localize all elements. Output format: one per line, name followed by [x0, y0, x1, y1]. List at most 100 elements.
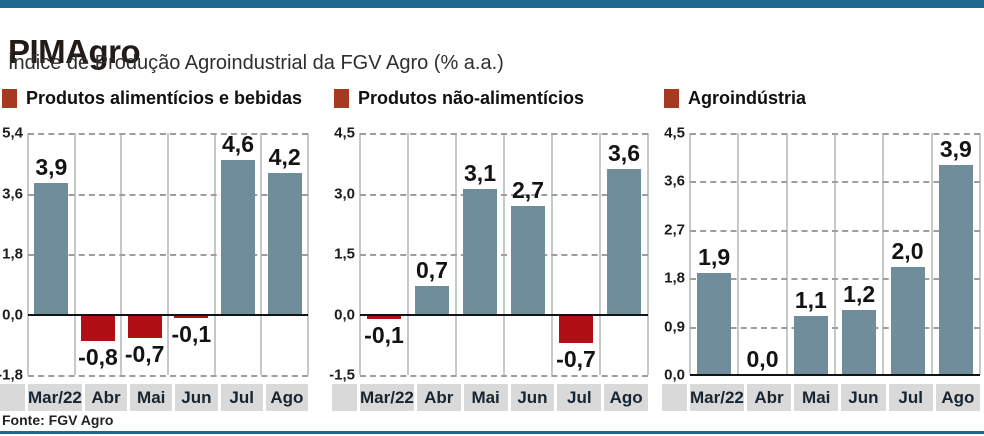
y-axis: 4,5 3,6 2,7 1,8 0,9 0,0: [662, 125, 690, 384]
gridline: [690, 326, 980, 329]
y-tick-label: 1,8: [664, 269, 685, 287]
value-label: -0,1: [364, 321, 404, 348]
value-label: 4,6: [222, 130, 254, 157]
gridline: [690, 181, 980, 184]
y-axis: 5,4 3,6 1,8 0,0 -1,8: [0, 125, 28, 384]
legend-label: Agroindústria: [688, 87, 807, 108]
gridline: [690, 229, 980, 232]
x-label-ago: Ago: [265, 384, 308, 411]
column-separator: [689, 133, 691, 375]
column-separator: [737, 133, 740, 375]
gridline: [28, 193, 308, 196]
y-tick-label: 4,5: [334, 124, 355, 142]
chart-body: 4,5 3,0 1,5 0,0 -1,5 -0,1 0,7 3,1 2,7 -0,7 3,6: [329, 125, 649, 384]
x-label-mar/22: Mar/22: [690, 384, 744, 411]
gridline: [360, 193, 648, 196]
bar-mar/22: [34, 183, 69, 315]
value-label: 3,6: [608, 140, 640, 167]
legend-marker-icon: [664, 88, 679, 108]
page-title: PIMAgro: [8, 33, 141, 71]
x-label-abr: Abr: [746, 384, 792, 411]
y-tick-label: 1,5: [334, 245, 355, 263]
y-tick-label: 3,0: [334, 185, 355, 202]
x-label-jun: Jun: [510, 384, 555, 411]
bar-ago: [938, 165, 973, 375]
gridline: [28, 133, 308, 135]
column-separator: [647, 133, 649, 375]
bar-jun: [511, 205, 545, 315]
plot-area: 1,9 0,0 1,1 1,2 2,0 3,9: [689, 133, 981, 376]
y-tick-label: 5,4: [2, 124, 23, 142]
bar-mar/22: [366, 314, 401, 319]
gridline: [360, 133, 648, 135]
x-axis-labels: Mar/22 Abr Mai Jun Jul Ago: [662, 384, 980, 411]
chart-body: 4,5 3,6 2,7 1,8 0,9 0,0 1,9 0,0 1,1 1,2 2,0 3,9: [662, 125, 981, 384]
chart-produtos-alimenticios-e-bebidas: Produtos alimentícios e bebidas 5,4 3,6 1,…: [0, 88, 332, 411]
value-label: 0,0: [746, 346, 779, 372]
value-label: -0,7: [556, 345, 596, 372]
x-label-mar/22: Mar/22: [28, 384, 82, 411]
column-separator: [882, 133, 885, 375]
bar-ago: [267, 173, 302, 315]
gridline: [690, 133, 980, 135]
column-separator: [834, 133, 836, 375]
value-label: 4,2: [268, 144, 301, 171]
value-label: 3,1: [464, 160, 496, 187]
y-tick-label: 0,0: [2, 306, 23, 323]
y-tick-label: 0,9: [664, 318, 685, 336]
bar-jul: [890, 267, 925, 375]
x-label-mai: Mai: [130, 384, 173, 411]
value-label: -0,8: [78, 344, 118, 371]
value-label: -0,7: [124, 341, 165, 368]
legend-label: Produtos alimentícios e bebidas: [26, 87, 303, 108]
bar-jun: [842, 310, 877, 375]
chart-agroindustria: Agroindústria 4,5 3,6 2,7 1,8 0,9 0,0 1,9 0,0 1…: [662, 88, 984, 411]
column-separator: [930, 133, 933, 375]
x-label-mai: Mai: [463, 384, 508, 411]
value-label: -0,1: [171, 320, 212, 347]
bar-ago: [607, 169, 641, 315]
legend-marker-icon: [334, 88, 349, 108]
top-accent-bar: [0, 0, 984, 8]
column-separator: [785, 133, 788, 375]
x-axis-labels: Mar/22 Abr Mai Jun Jul Ago: [332, 384, 649, 411]
legend: Agroindústria: [662, 88, 980, 108]
x-label-mar/22: Mar/22: [360, 384, 414, 411]
value-label: 3,9: [939, 136, 972, 163]
charts-row: Produtos alimentícios e bebidas 5,4 3,6 1,…: [0, 88, 984, 411]
y-tick-label: 0,0: [664, 366, 685, 384]
y-tick-label: -1,5: [329, 366, 355, 384]
zero-axis-line: [360, 313, 648, 316]
y-tick-label: 1,8: [2, 245, 23, 263]
x-band-stub: [0, 384, 25, 411]
gridline: [28, 375, 308, 377]
value-label: 3,9: [35, 154, 68, 181]
y-tick-label: 2,7: [664, 221, 685, 239]
value-label: 1,2: [843, 281, 876, 308]
x-label-abr: Abr: [416, 384, 461, 411]
legend: Produtos não-alimentícios: [332, 88, 648, 108]
bar-mai: [127, 314, 162, 339]
x-label-jun: Jun: [841, 384, 886, 411]
bar-jul: [221, 159, 255, 315]
gridline: [690, 278, 980, 281]
source-credit: Fonte: FGV Agro: [2, 412, 114, 428]
page-subtitle: Índice de Produção Agroindustrial da FGV…: [8, 52, 504, 74]
y-tick-label: 4,5: [664, 124, 685, 142]
bar-mai: [463, 189, 497, 315]
x-band-stub: [662, 384, 687, 411]
y-tick-label: 0,0: [334, 306, 355, 323]
bar-jun: [174, 314, 209, 318]
gridline: [360, 254, 648, 256]
bar-mar/22: [697, 272, 732, 375]
zero-axis-line: [690, 374, 980, 376]
x-label-jul: Jul: [888, 384, 933, 411]
value-label: 1,9: [698, 243, 731, 270]
legend: Produtos alimentícios e bebidas: [0, 88, 308, 108]
plot-area: -0,1 0,7 3,1 2,7 -0,7 3,6: [359, 133, 649, 377]
value-label: 0,7: [416, 257, 448, 284]
chart-produtos-nao-alimenticios: Produtos não-alimentícios 4,5 3,0 1,5 0,0 -1…: [329, 88, 662, 411]
gridline: [28, 254, 308, 256]
x-label-ago: Ago: [604, 384, 649, 411]
zero-axis-line: [28, 313, 308, 316]
